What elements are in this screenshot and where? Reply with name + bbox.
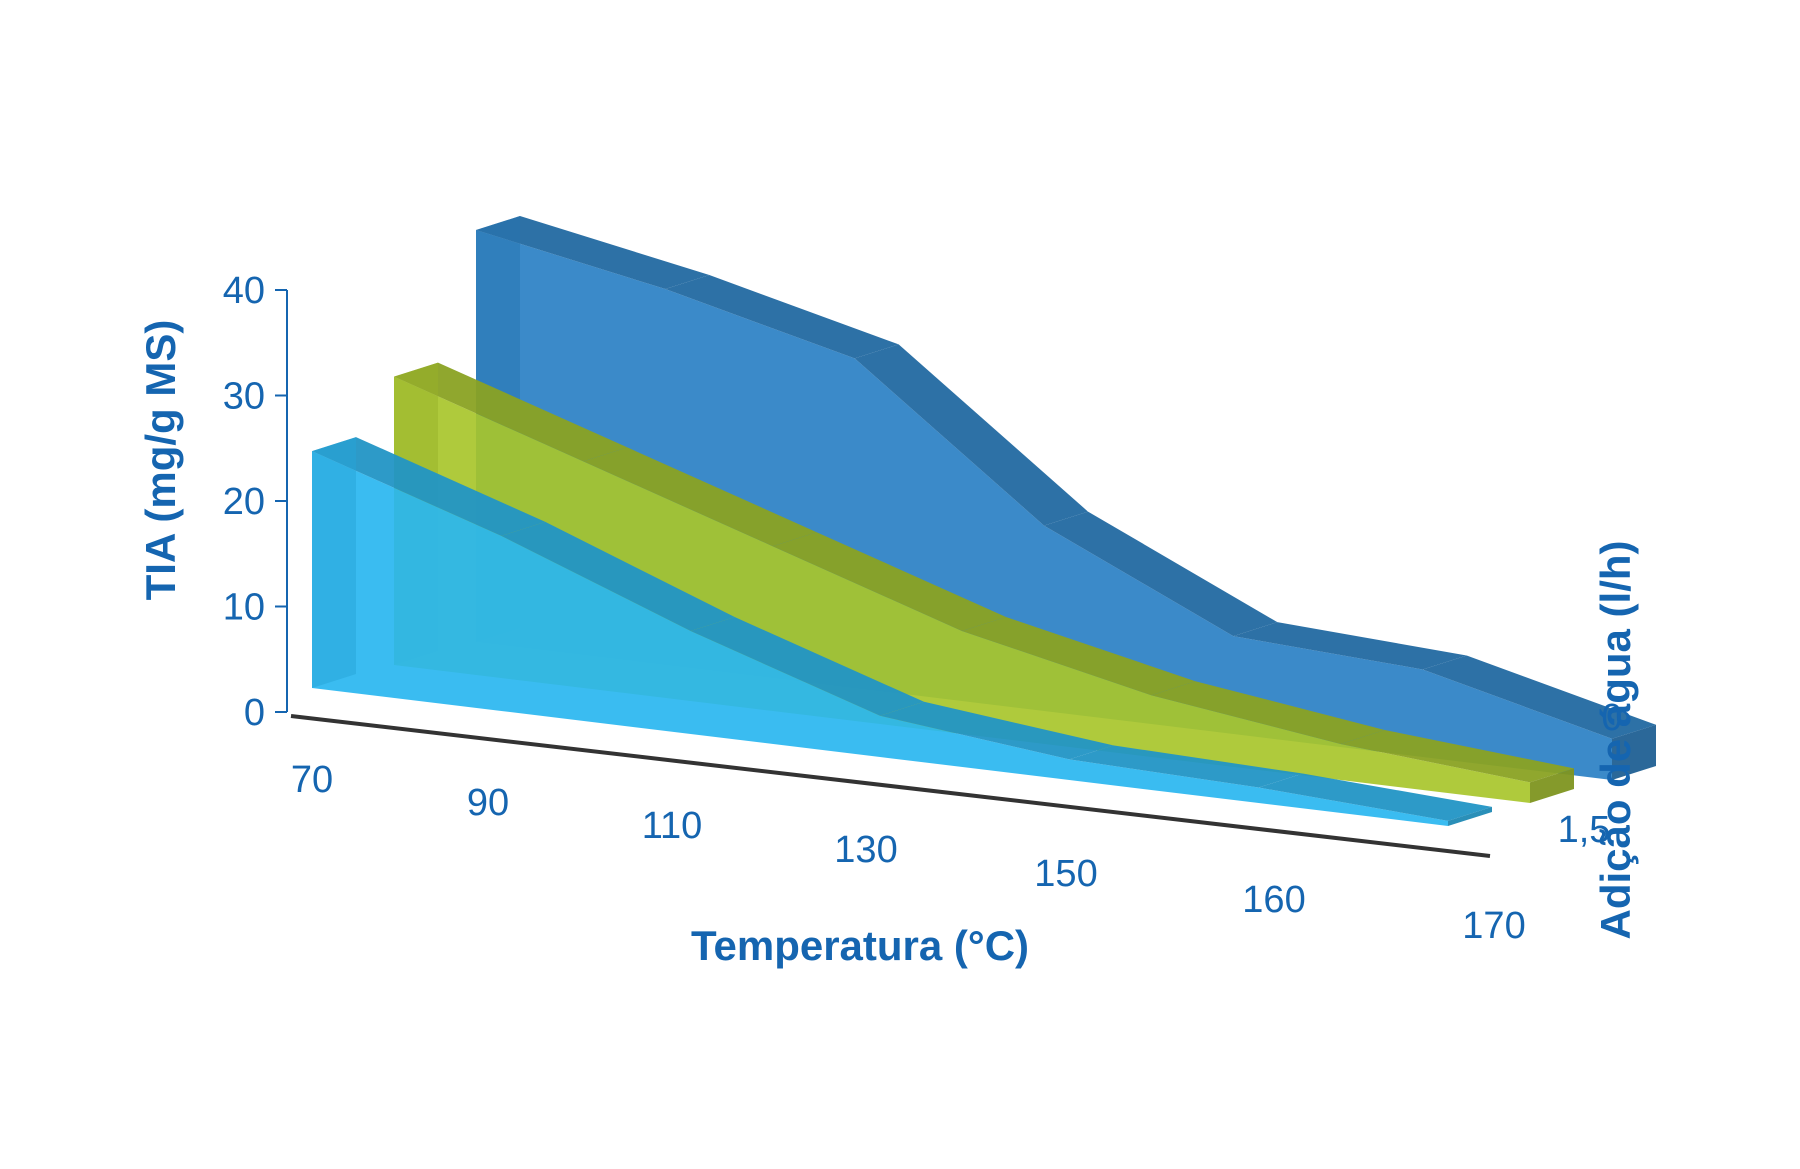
x-tick-label-6: 170: [1462, 905, 1525, 947]
axes-layer: [275, 289, 1491, 858]
series-2-top-segment-1: [665, 275, 899, 359]
series-0-top-segment-4: [1069, 745, 1303, 788]
series-0-top-segment-1: [501, 521, 735, 631]
y-tick-label-4: 40: [223, 270, 265, 312]
series-1-top-segment-4: [1151, 681, 1385, 744]
x-tick-label-3: 130: [834, 829, 897, 871]
series-2-top-segment-2: [854, 344, 1088, 526]
x-tick-label-0: 70: [291, 759, 333, 801]
series-1-top-segment-2: [772, 532, 1006, 631]
z-tick-label-0: 1,5: [1558, 809, 1611, 851]
x-axis-title: Temperatura (°C): [691, 922, 1029, 969]
series-layer: [312, 216, 1656, 826]
series-1-right-cap: [1530, 768, 1574, 803]
x-axis-line: [290, 714, 1491, 858]
series-1-top-segment-1: [583, 447, 817, 547]
y-tick-label-0: 0: [244, 692, 265, 734]
series-2-top-segment-3: [1044, 511, 1278, 637]
x-tick-label-2: 110: [642, 805, 703, 847]
series-0-left-cap: [312, 437, 356, 688]
series-2-top-segment-0: [476, 216, 710, 290]
z-tick-label-1: 0: [1601, 697, 1622, 739]
labels-layer: Temperatura (°C) TIA (mg/g MS) Adição de…: [137, 270, 1639, 969]
series-2-right-cap: [1612, 724, 1656, 780]
series-1-top-segment-0: [394, 362, 628, 462]
series-0-right-cap: [1448, 806, 1492, 826]
y-axis-title: TIA (mg/g MS): [137, 320, 184, 601]
series-1-top-segment-5: [1340, 729, 1574, 783]
z-axis-title: Adição de água (l/h): [1592, 540, 1639, 939]
x-tick-label-5: 160: [1242, 879, 1305, 921]
series-0-area: [312, 451, 1448, 826]
series-0-top-segment-0: [312, 437, 546, 536]
x-tick-label-4: 150: [1034, 853, 1097, 895]
series-0-top-segment-5: [1258, 773, 1492, 821]
y-tick-label-2: 20: [223, 481, 265, 523]
series-1-top-segment-3: [962, 617, 1196, 696]
x-tick-label-1: 90: [467, 782, 509, 824]
series-2-top-segment-4: [1233, 622, 1467, 670]
y-tick-label-1: 10: [223, 587, 265, 629]
series-0-top-segment-2: [690, 617, 924, 716]
series-0-top-segment-3: [880, 701, 1114, 760]
y-tick-label-3: 30: [223, 376, 265, 418]
series-2-top-segment-5: [1422, 655, 1656, 739]
